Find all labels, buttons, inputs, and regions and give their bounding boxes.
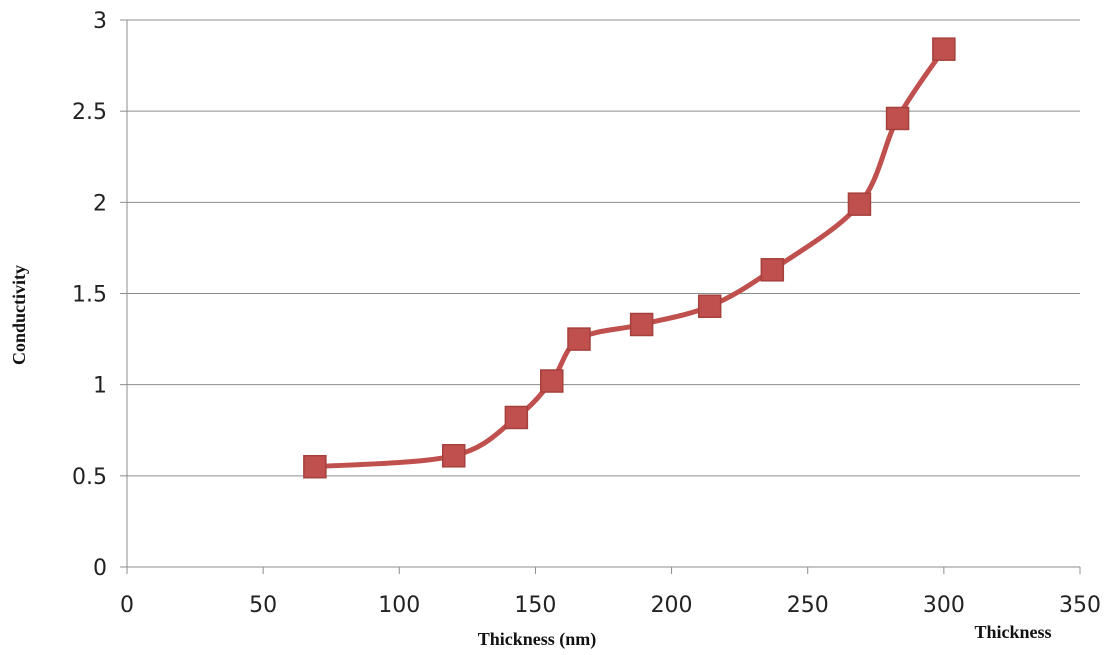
x-tick-label: 150 — [514, 593, 556, 618]
x-tick-label: 100 — [378, 593, 420, 618]
x-tick-label: 0 — [120, 593, 134, 618]
data-point-3 — [540, 369, 564, 393]
data-point-7 — [760, 258, 785, 282]
series-line — [312, 46, 947, 470]
x-tick-label: 200 — [651, 593, 693, 618]
x-tick-label: 300 — [923, 593, 965, 618]
data-point-10 — [932, 37, 956, 61]
data-point-6 — [697, 294, 722, 319]
axes — [120, 19, 1081, 574]
y-tick-label: 2 — [93, 191, 107, 216]
x-tick-label: 50 — [249, 593, 277, 618]
y-tick-label: 1.5 — [72, 283, 107, 308]
y-tick-label: 0.5 — [72, 465, 107, 490]
data-point-8 — [847, 192, 872, 216]
data-point-9 — [885, 106, 910, 131]
data-markers — [303, 37, 956, 479]
data-point-4 — [567, 327, 591, 351]
x-axis-title: Thickness (nm) — [478, 629, 597, 650]
x-tick-label: 350 — [1059, 593, 1101, 618]
y-tick-label: 3 — [93, 9, 107, 34]
gridlines — [127, 19, 1080, 477]
x-tick-label: 250 — [787, 593, 829, 618]
y-tick-label: 0 — [93, 556, 107, 581]
data-point-1 — [441, 444, 466, 468]
tick-labels: 0 0.5 1 1.5 2 2.5 3 0 50 100 150 200 250 300 350 — [72, 9, 1101, 618]
y-tick-label: 1 — [93, 374, 107, 399]
data-point-5 — [629, 312, 654, 337]
y-tick-label: 2.5 — [72, 100, 107, 125]
data-point-2 — [504, 405, 529, 430]
data-point-0 — [303, 454, 327, 479]
x-axis-extra-label: Thickness — [974, 622, 1051, 642]
y-axis-title: Conductivity — [9, 265, 29, 365]
